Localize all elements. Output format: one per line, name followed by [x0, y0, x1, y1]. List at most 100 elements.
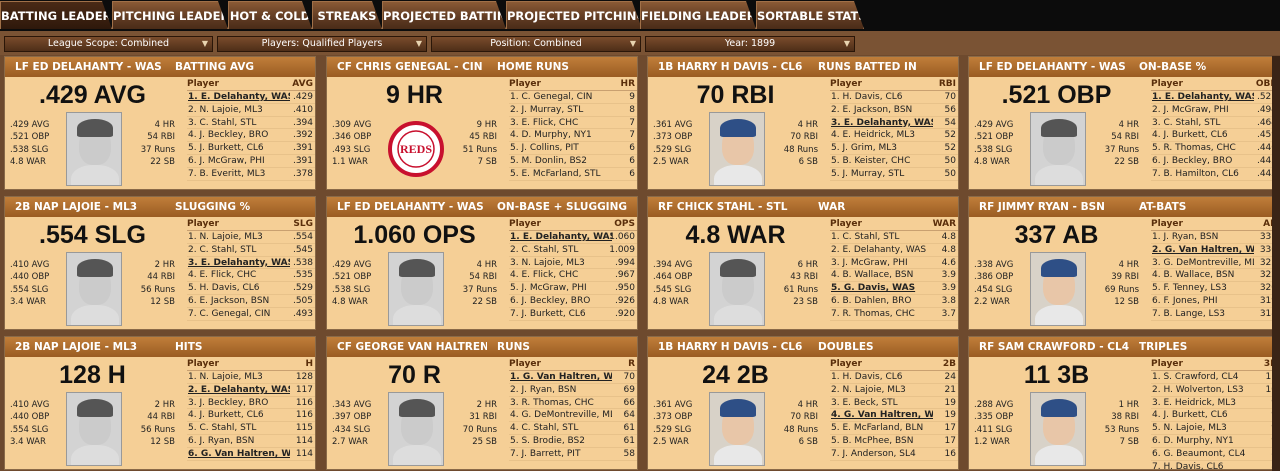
player-column-header[interactable]: Player	[830, 359, 862, 369]
leaderboard-row[interactable]: 4. E. Flick, CHC .967	[509, 269, 637, 283]
leader-player-name[interactable]: RF SAM CRAWFORD - CL4	[979, 341, 1129, 353]
leaderboard-player[interactable]: 7. H. Davis, CL6	[1152, 461, 1224, 471]
leaderboard-row[interactable]: 1. S. Crawford, CL4 11	[1151, 371, 1279, 384]
leaderboard-row[interactable]: 6. E. Jackson, BSN .505	[187, 295, 315, 308]
leaderboard-player[interactable]: 7. B. Hamilton, CL6	[1152, 168, 1239, 179]
leaderboard-player[interactable]: 7. J. Barrett, PIT	[510, 448, 581, 459]
leaderboard-player[interactable]: 2. N. Lajoie, ML3	[188, 104, 263, 115]
leaderboard-row[interactable]: 4. B. Wallace, BSN 322	[1151, 269, 1279, 283]
leaderboard-row[interactable]: 4. J. Burkett, CL6 .459	[1151, 129, 1279, 143]
leaderboard-player[interactable]: 5. J. Collins, PIT	[510, 143, 579, 154]
leaderboard-row[interactable]: 1. N. Lajoie, ML3 128	[187, 371, 315, 384]
leaderboard-player[interactable]: 3. E. Delahanty, WAS	[188, 257, 290, 268]
stat-column-header[interactable]: OPS	[614, 219, 635, 229]
leaderboard-row[interactable]: 3. E. Delahanty, WAS 54	[830, 117, 958, 130]
stat-column-header[interactable]: R	[628, 359, 635, 369]
stat-column-header[interactable]: WAR	[932, 219, 956, 229]
leaderboard-player[interactable]: 4. D. Murphy, NY1	[510, 130, 592, 141]
leaderboard-row[interactable]: 7. B. Hamilton, CL6 .442	[1151, 168, 1279, 181]
leaderboard-player[interactable]: 7. C. Genegal, CIN	[188, 308, 271, 319]
leaderboard-row[interactable]: 6. G. Beaumont, CL48	[1151, 448, 1279, 461]
leaderboard-player[interactable]: 2. E. Delahanty, WAS	[188, 384, 290, 395]
leaderboard-player[interactable]: 1. C. Genegal, CIN	[510, 92, 593, 102]
stat-column-header[interactable]: AVG	[292, 79, 313, 89]
leaderboard-row[interactable]: 6. B. Dahlen, BRO 3.8	[830, 295, 958, 308]
leaderboard-row[interactable]: 7. R. Thomas, CHC 3.7	[830, 308, 958, 321]
leaderboard-player[interactable]: 5. B. Keister, CHC	[831, 155, 911, 166]
leaderboard-row[interactable]: 3. C. Stahl, STL .394	[187, 117, 315, 130]
scrollbar[interactable]	[1272, 56, 1280, 471]
player-column-header[interactable]: Player	[509, 359, 541, 369]
leaderboard-player[interactable]: 1. E. Delahanty, WAS	[1152, 92, 1254, 102]
leaderboard-player[interactable]: 1. C. Stahl, STL	[831, 232, 900, 242]
leaderboard-player[interactable]: 6. G. Van Haltren, WAS	[188, 448, 290, 459]
leaderboard-player[interactable]: 7. R. Thomas, CHC	[831, 308, 915, 319]
leaderboard-row[interactable]: 6. J. Beckley, BRO .926	[509, 295, 637, 308]
leaderboard-player[interactable]: 2. C. Stahl, STL	[510, 244, 579, 255]
leader-player-name[interactable]: 2B NAP LAJOIE - ML3	[15, 341, 138, 353]
leaderboard-player[interactable]: 6. J. Ryan, BSN	[188, 435, 255, 446]
leaderboard-player[interactable]: 4. E. Heidrick, ML3	[831, 130, 915, 141]
leaderboard-player[interactable]: 2. E. Jackson, BSN	[831, 104, 913, 115]
leaderboard-row[interactable]: 5. J. McGraw, PHI .950	[509, 282, 637, 295]
leaderboard-player[interactable]: 5. J. Burkett, CL6	[188, 143, 264, 154]
stat-column-header[interactable]: OBP	[1255, 79, 1277, 89]
leaderboard-row[interactable]: 6. D. Murphy, NY19	[1151, 435, 1279, 448]
leaderboard-player[interactable]: 3. G. DeMontreville, ML3	[1152, 257, 1254, 268]
leaderboard-player[interactable]: 6. J. McGraw, PHI	[188, 155, 265, 166]
leaderboard-player[interactable]: 4. G. Van Haltren, WAS	[831, 410, 933, 421]
leaderboard-player[interactable]: 5. F. Tenney, LS3	[1152, 283, 1227, 294]
leaderboard-player[interactable]: 1. H. Davis, CL6	[831, 372, 903, 382]
players-dropdown[interactable]: Players: Qualified Players ▼	[217, 36, 427, 52]
leaderboard-row[interactable]: 5. J. Murray, STL 50	[830, 168, 958, 181]
leaderboard-player[interactable]: 4. J. Burkett, CL6	[1152, 130, 1228, 141]
leaderboard-row[interactable]: 2. N. Lajoie, ML3 .410	[187, 104, 315, 117]
leaderboard-player[interactable]: 3. J. McGraw, PHI	[831, 257, 908, 268]
leaderboard-row[interactable]: 1. C. Stahl, STL 4.8	[830, 231, 958, 244]
stat-column-header[interactable]: SLG	[293, 219, 313, 229]
leaderboard-row[interactable]: 1. E. Delahanty, WAS .521	[1151, 91, 1279, 104]
leaderboard-row[interactable]: 2. E. Jackson, BSN 56	[830, 104, 958, 117]
player-column-header[interactable]: Player	[1151, 79, 1183, 89]
leaderboard-player[interactable]: 5. R. Thomas, CHC	[1152, 143, 1236, 154]
leaderboard-row[interactable]: 6. G. Van Haltren, WAS 114	[187, 448, 315, 461]
leaderboard-player[interactable]: 4. B. Wallace, BSN	[1152, 270, 1235, 281]
leaderboard-row[interactable]: 7. J. Anderson, SL4 16	[830, 448, 958, 461]
leaderboard-row[interactable]: 7. J. Barrett, PIT 58	[509, 448, 637, 461]
leaderboard-row[interactable]: 5. E. McFarland, BLN 17	[830, 422, 958, 435]
leaderboard-player[interactable]: 4. E. Flick, CHC	[188, 270, 257, 281]
leaderboard-row[interactable]: 2. E. Delahanty, WAS 117	[187, 384, 315, 397]
leaderboard-row[interactable]: 6. F. Jones, PHI 319	[1151, 295, 1279, 308]
leaderboard-player[interactable]: 5. H. Davis, CL6	[188, 283, 260, 294]
tab-hot-cold[interactable]: HOT & COLD	[228, 1, 312, 29]
leaderboard-player[interactable]: 6. B. Dahlen, BRO	[831, 295, 912, 306]
leaderboard-player[interactable]: 3. E. Delahanty, WAS	[831, 117, 933, 128]
leaderboard-row[interactable]: 2. J. Ryan, BSN 69	[509, 384, 637, 397]
leaderboard-row[interactable]: 5. F. Tenney, LS3 320	[1151, 282, 1279, 295]
leaderboard-player[interactable]: 1. E. Delahanty, WAS	[510, 232, 612, 242]
leaderboard-player[interactable]: 4. J. Burkett, CL6	[188, 410, 264, 421]
leaderboard-player[interactable]: 7. J. Burkett, CL6	[510, 308, 586, 319]
stat-column-header[interactable]: 3B	[1263, 359, 1277, 369]
leaderboard-player[interactable]: 2. J. McGraw, PHI	[1152, 104, 1229, 115]
leaderboard-row[interactable]: 5. N. Lajoie, ML39	[1151, 422, 1279, 435]
leaderboard-row[interactable]: 3. E. Beck, STL 19	[830, 397, 958, 410]
leader-player-name[interactable]: RF CHICK STAHL - STL	[658, 201, 788, 213]
leaderboard-player[interactable]: 6. D. Murphy, NY1	[1152, 435, 1234, 446]
leaderboard-player[interactable]: 6. F. Jones, PHI	[1152, 295, 1218, 306]
leaderboard-row[interactable]: 5. H. Davis, CL6 .529	[187, 282, 315, 295]
leaderboard-player[interactable]: 4. C. Stahl, STL	[510, 423, 579, 434]
player-column-header[interactable]: Player	[830, 219, 862, 229]
leader-player-name[interactable]: LF ED DELAHANTY - WAS	[15, 61, 162, 73]
leaderboard-row[interactable]: 7. J. Burkett, CL6 .920	[509, 308, 637, 321]
leaderboard-row[interactable]: 6. J. Beckley, BRO .443	[1151, 155, 1279, 168]
leaderboard-player[interactable]: 7. J. Anderson, SL4	[831, 448, 916, 459]
stat-column-header[interactable]: H	[305, 359, 313, 369]
tab-pitching-leaders[interactable]: PITCHING LEADERS	[112, 1, 228, 29]
leaderboard-player[interactable]: 5. M. Donlin, BS2	[510, 155, 587, 166]
year-dropdown[interactable]: Year: 1899 ▼	[645, 36, 855, 52]
leaderboard-player[interactable]: 7. B. Everitt, ML3	[188, 168, 266, 179]
leaderboard-player[interactable]: 5. S. Brodie, BS2	[510, 435, 585, 446]
leader-player-name[interactable]: 1B HARRY H DAVIS - CL6	[658, 341, 803, 353]
tab-batting-leaders[interactable]: BATTING LEADERS	[0, 1, 112, 29]
